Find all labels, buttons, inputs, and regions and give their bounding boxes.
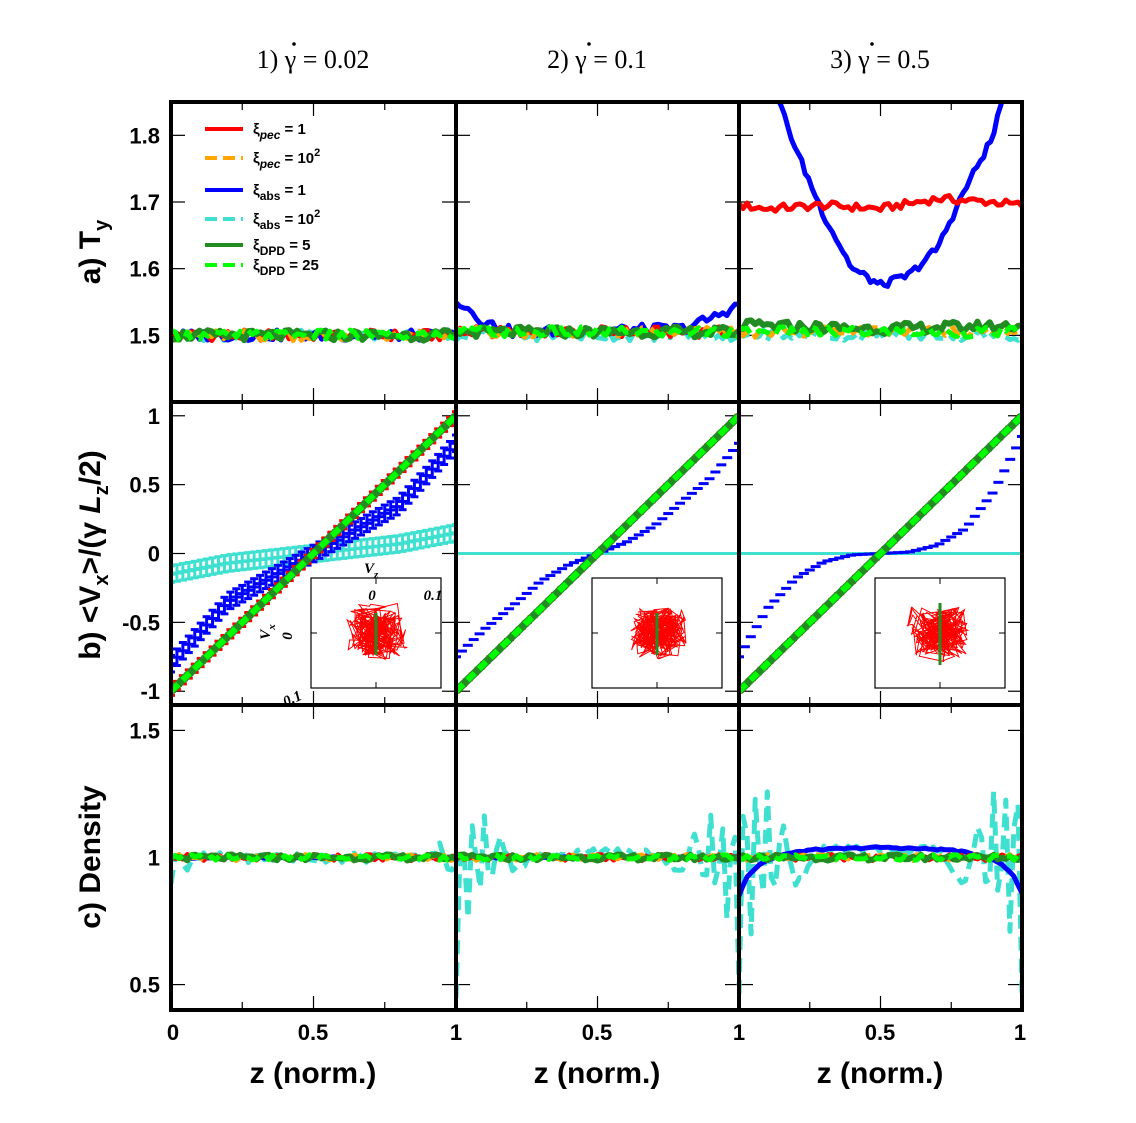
outer-frame bbox=[169, 100, 1024, 1012]
legend-label: ξDPD = 5 bbox=[253, 237, 310, 258]
frame bbox=[169, 100, 1024, 1012]
series-dpd25 bbox=[171, 327, 456, 343]
x-axis-label-3: z (norm.) bbox=[817, 1057, 944, 1090]
series-dpd25 bbox=[739, 324, 1022, 340]
series-abs1 bbox=[456, 441, 739, 659]
series-dpd25 bbox=[171, 852, 456, 863]
legend-entry: ξabs = 1 bbox=[205, 182, 306, 203]
series-abs100 bbox=[456, 327, 739, 344]
x-tick-label: 0.5 bbox=[865, 1020, 896, 1045]
y-tick-label: 0.5 bbox=[129, 973, 160, 998]
gamma-dot-symbol: γ bbox=[284, 45, 297, 74]
panel-1-2 bbox=[739, 402, 1022, 705]
row-label-a: a) Ty bbox=[74, 219, 113, 284]
y-tick-label: 1.8 bbox=[129, 123, 160, 148]
series-abs1 bbox=[776, 102, 1004, 289]
inset-tick-label: 0.1 bbox=[424, 588, 443, 604]
series-dpd25 bbox=[739, 852, 1022, 863]
legend-entry: ξabs = 102 bbox=[205, 208, 320, 232]
series-abs100 bbox=[171, 840, 456, 885]
y-tick-label: -1 bbox=[140, 679, 160, 704]
legend-label: ξabs = 1 bbox=[253, 182, 306, 203]
panel-0-2 bbox=[739, 102, 1022, 402]
gamma-dot-symbol: γ bbox=[857, 45, 870, 74]
panel-0-1 bbox=[456, 102, 739, 402]
series-dpd25 bbox=[456, 324, 739, 340]
legend: ξpec = 1 ξpec = 102 ξabs = 1 ξabs = 102 ξDPD… bbox=[205, 121, 320, 278]
row-label-c: c) Density bbox=[74, 785, 107, 929]
series-abs100 bbox=[739, 789, 1022, 995]
dot-mark bbox=[870, 42, 874, 46]
y-tick-labels: 1.5 1.6 1.7 1.8 -1 -0.5 0 0.5 1 0.5 1 1.5 bbox=[122, 123, 160, 997]
row-label-b: b) <Vx>/(γ Lz/2) bbox=[74, 450, 113, 660]
legend-label: ξpec = 1 bbox=[253, 121, 306, 142]
y-tick-label: 1 bbox=[148, 846, 160, 871]
legend-label: ξpec = 102 bbox=[253, 147, 320, 171]
y-tick-label: 1 bbox=[148, 404, 160, 429]
dot-mark bbox=[292, 42, 296, 46]
series-dpd25 bbox=[171, 413, 456, 694]
y-tick-label: 1.7 bbox=[129, 190, 160, 215]
series-pec1 bbox=[739, 193, 1022, 214]
panel-1-0 bbox=[171, 402, 456, 705]
dot-mark bbox=[587, 42, 591, 46]
panel-2-2 bbox=[739, 705, 1022, 1010]
panel-2-1 bbox=[456, 705, 739, 1010]
gamma-dot-symbol: γ bbox=[574, 45, 587, 74]
legend-entry: ξpec = 102 bbox=[205, 147, 320, 171]
inset-tick-label: 0 bbox=[280, 632, 296, 640]
x-tick-label: 1 bbox=[733, 1020, 745, 1045]
x-tick-labels: 0 0.5 1 0.5 1 0.5 1 bbox=[167, 1020, 1026, 1045]
x-tick-label: 0.5 bbox=[298, 1020, 329, 1045]
y-tick-label: 1.5 bbox=[129, 323, 160, 348]
x-axis-label-1: z (norm.) bbox=[250, 1057, 377, 1090]
axis-ticks bbox=[456, 102, 739, 402]
axis-ticks bbox=[739, 102, 1022, 402]
panels bbox=[171, 102, 1022, 1010]
x-tick-label: 1 bbox=[450, 1020, 462, 1045]
series-abs100 bbox=[456, 812, 739, 999]
y-tick-label: 0.5 bbox=[129, 473, 160, 498]
legend-entry: ξDPD = 25 bbox=[205, 257, 319, 278]
series-dpd25 bbox=[739, 413, 1022, 694]
panel-1-1 bbox=[456, 402, 739, 705]
y-tick-label: 0 bbox=[148, 542, 160, 567]
inset-axis-label-vx: Vx bbox=[258, 624, 278, 640]
panel-2-0 bbox=[171, 705, 456, 1010]
inset-3 bbox=[874, 577, 1006, 689]
y-tick-label: 1.5 bbox=[129, 718, 160, 743]
series-dpd25 bbox=[456, 413, 739, 694]
gamma-dots bbox=[292, 42, 874, 46]
y-tick-label: -0.5 bbox=[122, 610, 160, 635]
panel-0-0 bbox=[171, 102, 456, 402]
legend-entry: ξDPD = 5 bbox=[205, 237, 310, 258]
inset-tick-label: 0 bbox=[368, 588, 376, 604]
inset-tick-label: -0.1 bbox=[276, 688, 304, 713]
inset-trajectory bbox=[906, 606, 970, 663]
y-tick-label: 1.6 bbox=[129, 257, 160, 282]
series-pec100 bbox=[739, 324, 1022, 340]
legend-entry: ξpec = 1 bbox=[205, 121, 306, 142]
column-title-2: 2) γ = 0.1 bbox=[547, 45, 647, 74]
x-tick-label: 0 bbox=[167, 1020, 179, 1045]
x-tick-label: 0.5 bbox=[582, 1020, 613, 1045]
series-dpd25 bbox=[456, 852, 739, 863]
legend-label: ξDPD = 25 bbox=[253, 257, 319, 278]
inset-2 bbox=[591, 577, 723, 689]
column-title-3: 3) γ = 0.5 bbox=[830, 45, 930, 74]
x-tick-label: 1 bbox=[1014, 1020, 1026, 1045]
column-title-1: 1) γ = 0.02 bbox=[257, 45, 370, 74]
x-axis-label-2: z (norm.) bbox=[534, 1057, 661, 1090]
legend-label: ξabs = 102 bbox=[253, 208, 320, 232]
